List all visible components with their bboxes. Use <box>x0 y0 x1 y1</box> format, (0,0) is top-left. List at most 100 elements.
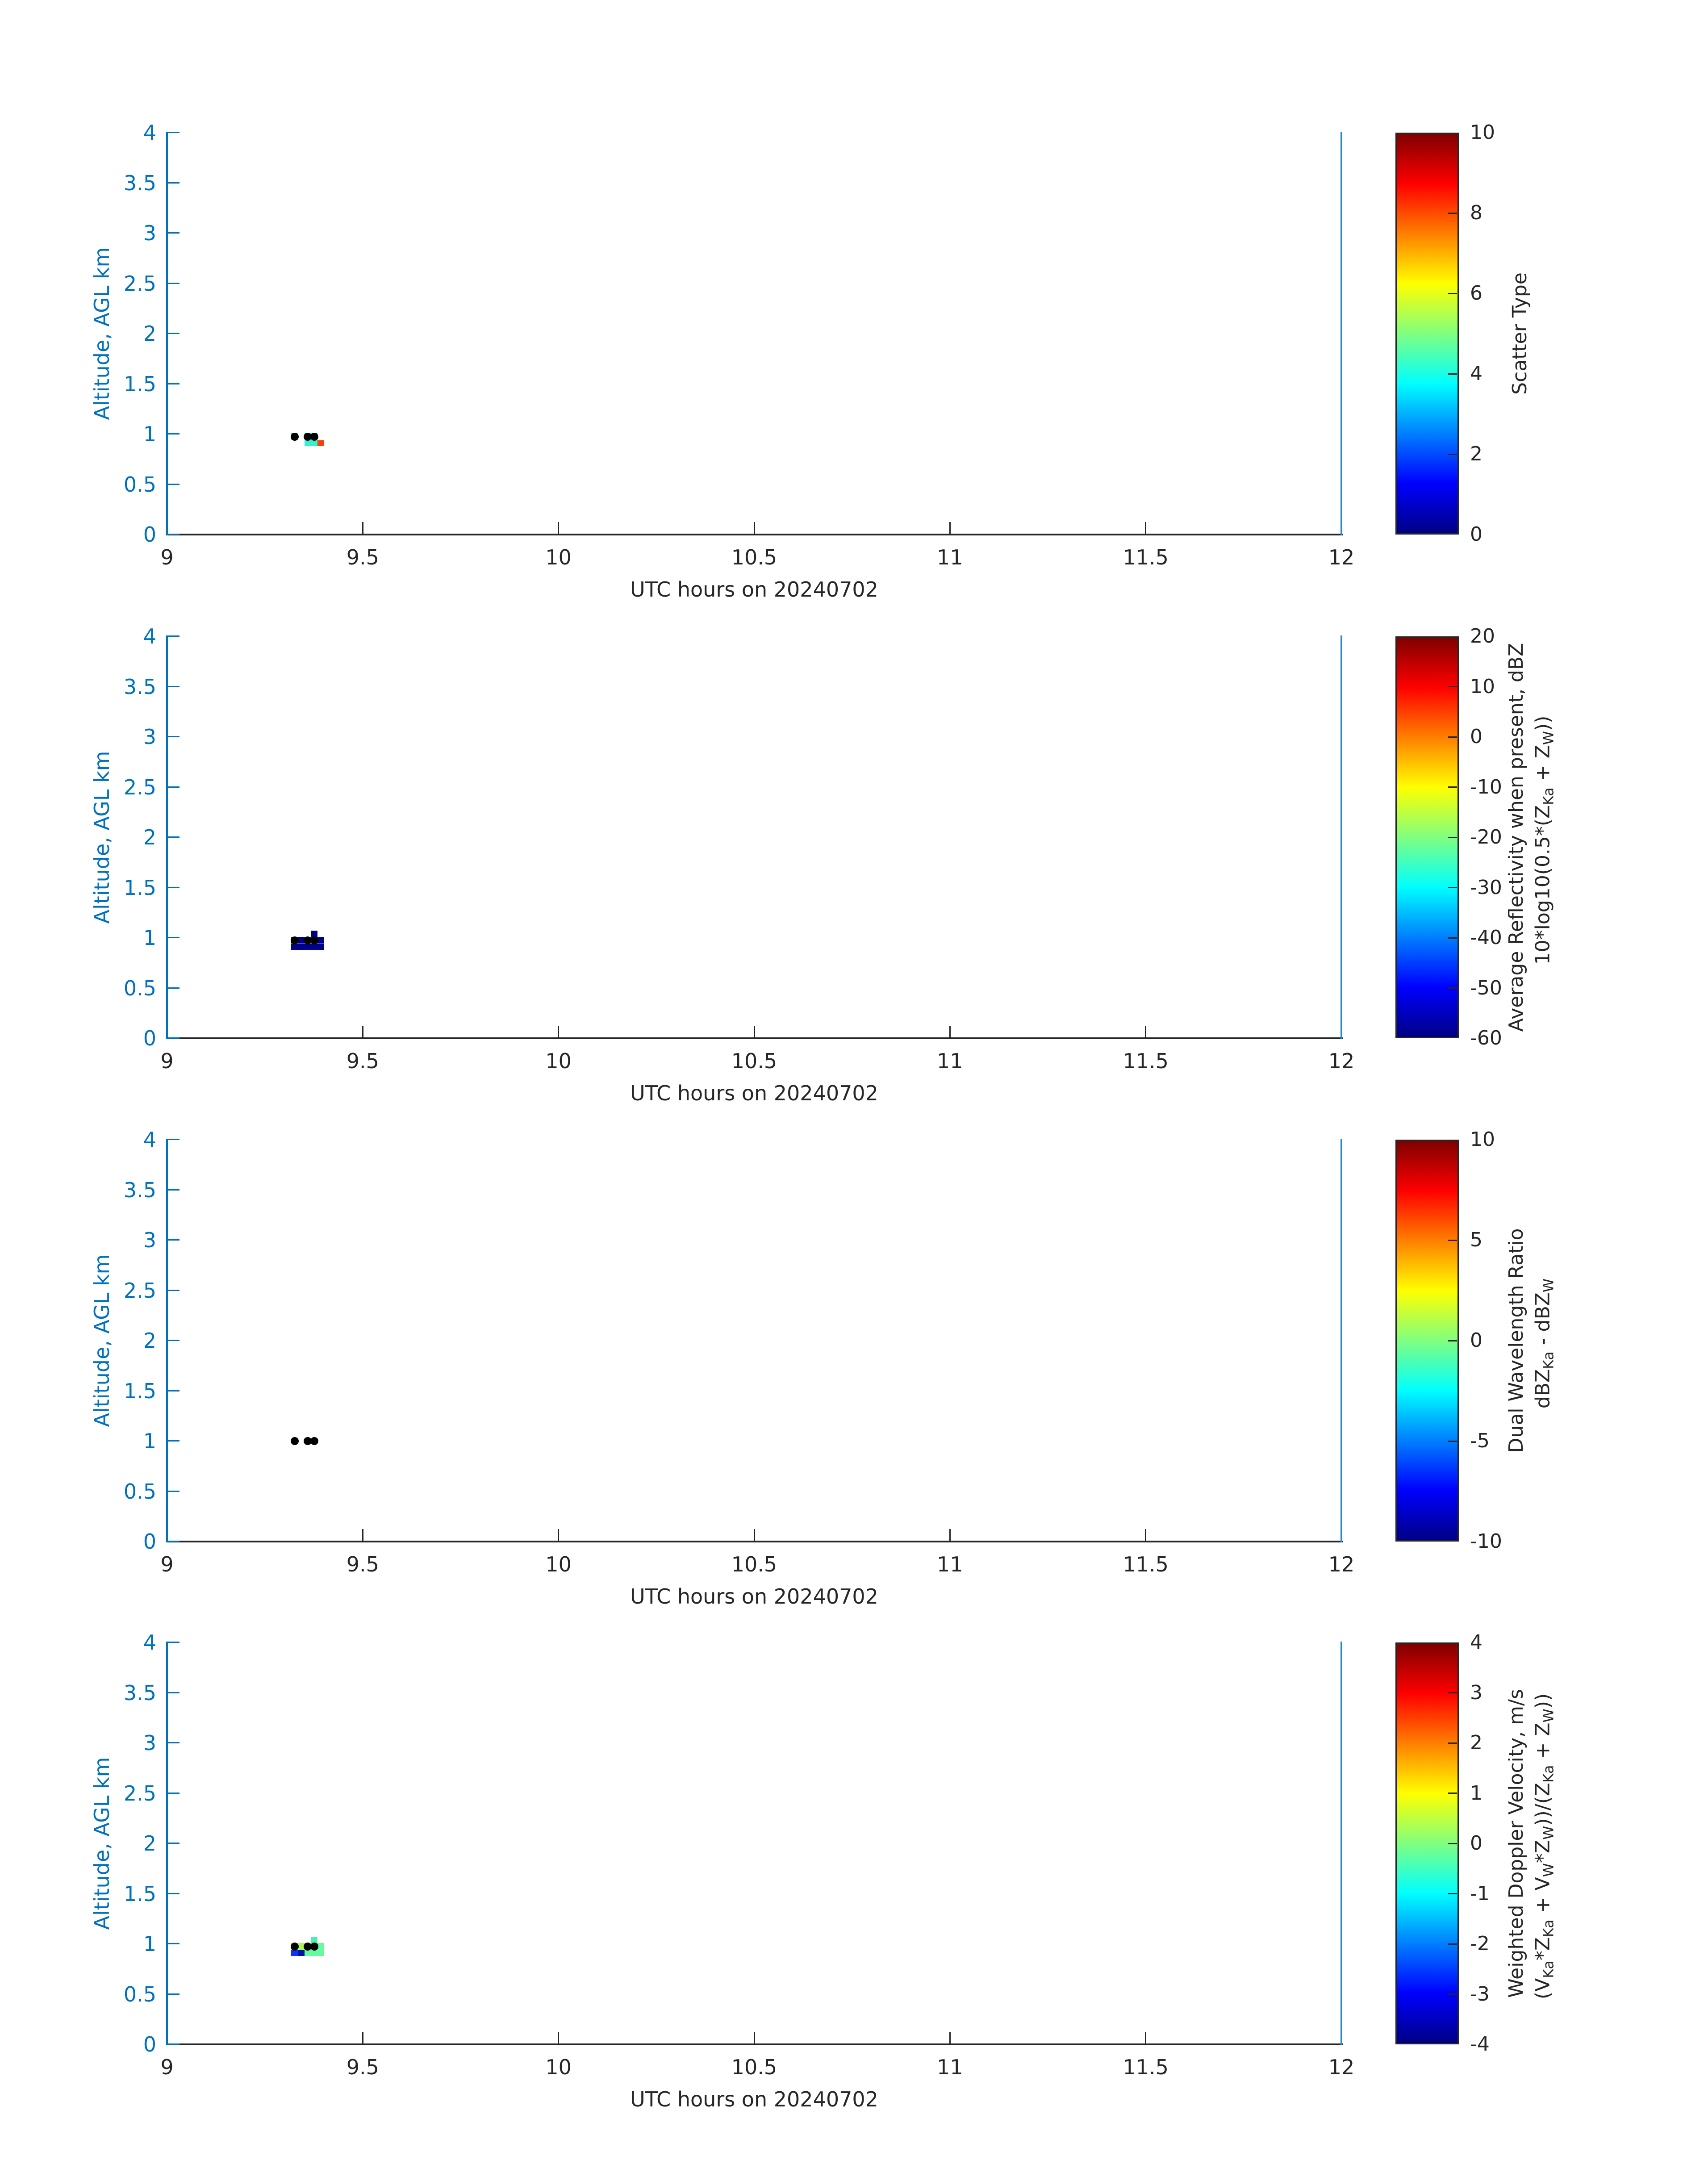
x-tick <box>1145 1529 1147 1541</box>
y-axis-line <box>166 132 168 535</box>
x-tick <box>1145 522 1147 534</box>
colorbar-tick-label: 0 <box>1470 523 1482 546</box>
y-tick-label: 3.5 <box>123 1680 156 1705</box>
y-tick <box>168 132 180 133</box>
x-tick-label: 10.5 <box>731 545 777 569</box>
x-axis-line <box>167 2043 1343 2045</box>
colorbar-tick <box>1448 736 1457 738</box>
subscript: W <box>1541 1826 1557 1840</box>
x-tick-label: 12 <box>1328 545 1355 569</box>
colorbar-title-line: (VKa*ZKa + VW*ZW))/(ZKa + ZW)) <box>1531 1693 1557 2000</box>
x-axis-line <box>167 1037 1343 1039</box>
x-tick <box>558 2032 560 2043</box>
x-tick <box>558 1026 560 1037</box>
colorbar-tick-label: -20 <box>1470 826 1502 848</box>
heatmap-cell <box>317 440 324 447</box>
data-dot <box>310 1437 318 1445</box>
colorbar <box>1395 1642 1459 2044</box>
y-tick-label: 0.5 <box>123 472 156 497</box>
y-tick <box>168 1993 180 1995</box>
y-tick-label: 0 <box>143 1026 156 1050</box>
y-tick-label: 0.5 <box>123 976 156 1000</box>
colorbar-tick <box>1448 1893 1457 1894</box>
colorbar-tick-label: -5 <box>1470 1429 1490 1452</box>
y-tick <box>168 1541 180 1542</box>
colorbar-tick-label: 0 <box>1470 1329 1482 1352</box>
y-tick-label: 2 <box>143 1329 156 1353</box>
y-tick-label: 2.5 <box>123 1278 156 1303</box>
x-tick-label: 11.5 <box>1123 2055 1169 2079</box>
y-tick-label: 2 <box>143 322 156 346</box>
colorbar-tick-label: 20 <box>1470 625 1495 648</box>
colorbar-tick <box>1448 887 1457 888</box>
colorbar-tick <box>1448 786 1457 788</box>
x-tick-label: 10.5 <box>731 2055 777 2079</box>
x-tick <box>362 2032 363 2043</box>
y-tick-label: 2 <box>143 825 156 849</box>
y-tick-label: 1 <box>143 926 156 950</box>
x-tick-label: 11 <box>937 2055 963 2079</box>
y-axis-title: Altitude, AGL km <box>90 1757 114 1930</box>
x-tick <box>753 1529 755 1541</box>
y-tick-label: 3 <box>143 221 156 245</box>
y-tick-label: 3.5 <box>123 1178 156 1202</box>
heatmap-cell <box>310 1937 317 1943</box>
y-tick-label: 1.5 <box>123 875 156 900</box>
y-tick-label: 1.5 <box>123 1379 156 1403</box>
y-tick <box>168 1340 180 1341</box>
colorbar-tick-label: 4 <box>1470 1631 1482 1654</box>
heatmap-cell <box>297 1950 305 1956</box>
x-axis-title: UTC hours on 20240702 <box>630 577 878 602</box>
y-tick <box>168 1239 180 1241</box>
y-tick-label: 4 <box>143 1128 156 1152</box>
x-tick <box>949 2032 951 2043</box>
y-tick-label: 2.5 <box>123 271 156 296</box>
y-tick-label: 4 <box>143 1630 156 1655</box>
y-tick-label: 2.5 <box>123 1781 156 1805</box>
colorbar-tick <box>1448 373 1457 375</box>
y-tick-label: 1.5 <box>123 372 156 396</box>
y-tick-label: 0.5 <box>123 1982 156 2006</box>
subscript: Ka <box>1541 787 1557 805</box>
colorbar-tick <box>1448 1440 1457 1442</box>
colorbar-tick-label: 1 <box>1470 1781 1482 1805</box>
subscript: Ka <box>1541 1351 1557 1369</box>
y-tick <box>168 534 180 535</box>
colorbar-tick <box>1448 937 1457 939</box>
x-tick <box>949 522 951 534</box>
colorbar-tick-label: 4 <box>1470 362 1482 385</box>
colorbar-tick-label: 0 <box>1470 1832 1482 1855</box>
y-tick <box>168 1390 180 1391</box>
y-tick-label: 3 <box>143 1228 156 1252</box>
colorbar-tick <box>1448 1943 1457 1945</box>
colorbar-tick <box>1448 1843 1457 1844</box>
y-tick-label: 3 <box>143 725 156 749</box>
x-tick-label: 9.5 <box>346 545 379 569</box>
right-spine <box>1341 1139 1342 1542</box>
x-tick-label: 9.5 <box>346 2055 379 2079</box>
x-tick-label: 11.5 <box>1123 1552 1169 1576</box>
y-tick <box>168 635 180 637</box>
y-tick <box>168 786 180 788</box>
y-tick <box>168 383 180 384</box>
colorbar-tick-label: -2 <box>1470 1932 1490 1955</box>
heatmap-cell <box>317 937 324 944</box>
colorbar-tick <box>1448 453 1457 455</box>
y-tick <box>168 333 180 334</box>
y-tick <box>168 1139 180 1140</box>
colorbar-tick-label: -4 <box>1470 2033 1490 2056</box>
colorbar-tick-label: 8 <box>1470 201 1482 224</box>
colorbar <box>1395 636 1459 1038</box>
y-tick <box>168 1742 180 1743</box>
y-tick-label: 4 <box>143 624 156 648</box>
subscript: W <box>1541 731 1557 745</box>
right-spine <box>1341 132 1342 535</box>
colorbar-tick-label: -10 <box>1470 1530 1502 1553</box>
x-tick-label: 11 <box>937 1552 963 1576</box>
y-tick-label: 1 <box>143 1932 156 1956</box>
y-tick-label: 3 <box>143 1731 156 1755</box>
heatmap-cell <box>291 944 324 950</box>
y-tick-label: 0 <box>143 522 156 547</box>
y-tick <box>168 1642 180 1643</box>
data-dot <box>303 1437 312 1445</box>
